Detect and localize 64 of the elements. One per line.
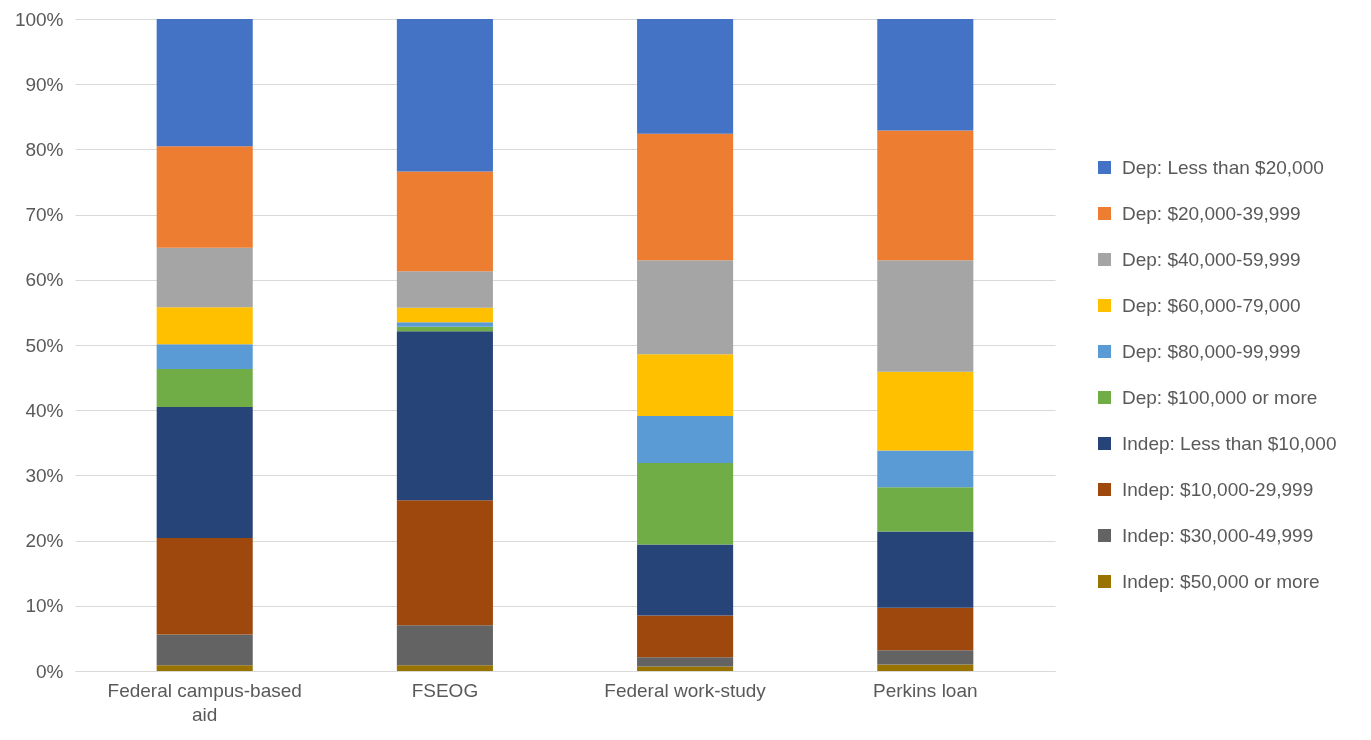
x-tick-label: Federal campus-based aid xyxy=(107,679,302,725)
legend-label: Indep: $30,000-49,999 xyxy=(1122,524,1314,546)
y-tick-label: 30% xyxy=(25,464,64,486)
bar xyxy=(637,354,734,417)
bar xyxy=(156,19,253,147)
bar xyxy=(156,665,253,671)
bar xyxy=(396,19,493,172)
y-tick-label: 60% xyxy=(25,269,64,291)
y-tick-label: 10% xyxy=(25,595,64,617)
bar xyxy=(637,615,734,658)
bar xyxy=(156,369,253,407)
legend-label: Indep: $10,000-29,999 xyxy=(1122,478,1314,500)
bar xyxy=(637,416,734,464)
bar xyxy=(156,537,253,635)
bar xyxy=(396,500,493,626)
bar xyxy=(637,666,734,671)
x-tick-label: Perkins loan xyxy=(873,679,978,701)
y-tick-label: 90% xyxy=(25,73,64,95)
bar xyxy=(156,307,253,345)
bar xyxy=(877,260,974,372)
legend-label: Indep: $50,000 or more xyxy=(1122,570,1320,592)
bar xyxy=(396,665,493,671)
bar xyxy=(637,544,734,616)
y-tick-label: 0% xyxy=(36,660,64,682)
bar xyxy=(396,625,493,666)
legend-label: Indep: Less than $10,000 xyxy=(1122,432,1337,454)
legend-label: Dep: $100,000 or more xyxy=(1122,386,1318,408)
bar xyxy=(877,664,974,671)
legend-label: Dep: $60,000-79,000 xyxy=(1122,294,1301,316)
bar xyxy=(156,247,253,308)
legend-label: Dep: Less than $20,000 xyxy=(1122,156,1324,178)
bar xyxy=(637,133,734,261)
bar xyxy=(396,171,493,272)
bar xyxy=(396,271,493,308)
bar xyxy=(637,657,734,667)
y-tick-label: 50% xyxy=(25,334,64,356)
y-tick-label: 70% xyxy=(25,204,64,226)
y-tick-label: 40% xyxy=(25,399,64,421)
bar xyxy=(877,607,974,651)
bar xyxy=(396,322,493,327)
x-tick-label: FSEOG xyxy=(411,679,479,701)
bar xyxy=(877,531,974,608)
legend-label: Dep: $20,000-39,999 xyxy=(1122,202,1301,224)
bar xyxy=(877,650,974,665)
bar xyxy=(877,450,974,488)
bar xyxy=(877,487,974,532)
bar xyxy=(877,371,974,451)
bar xyxy=(156,344,253,370)
bar xyxy=(396,307,493,323)
x-tick-label: Federal work-study xyxy=(604,679,767,701)
bar xyxy=(877,19,974,131)
bar xyxy=(396,331,493,501)
bar xyxy=(156,146,253,248)
bar xyxy=(156,406,253,538)
bar xyxy=(877,130,974,261)
legend-label: Dep: $80,000-99,999 xyxy=(1122,340,1301,362)
y-tick-label: 80% xyxy=(25,138,64,160)
bar xyxy=(637,19,734,134)
bar xyxy=(156,634,253,666)
y-tick-label: 100% xyxy=(14,8,64,30)
y-tick-label: 20% xyxy=(25,530,64,552)
legend-label: Dep: $40,000-59,999 xyxy=(1122,248,1301,270)
bar xyxy=(637,260,734,355)
bar xyxy=(637,463,734,545)
